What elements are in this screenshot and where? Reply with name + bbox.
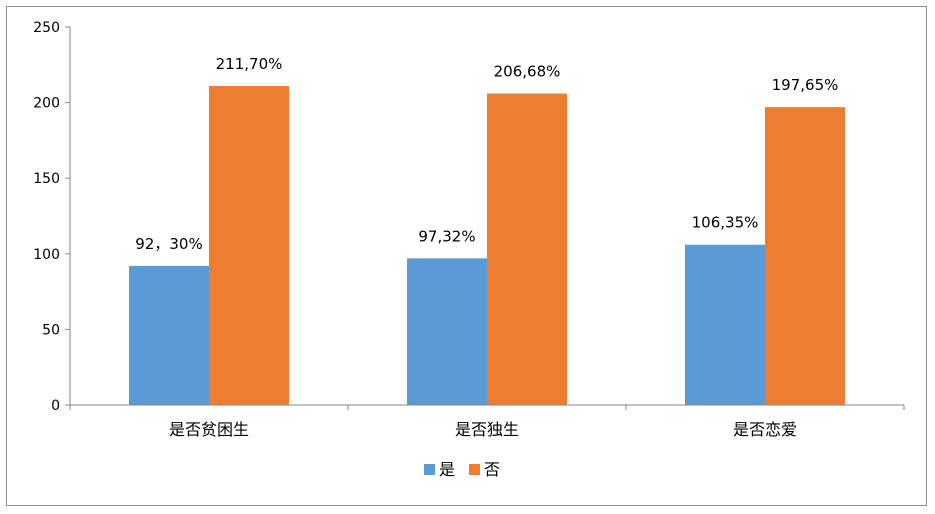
x-category-label: 是否恋爱 [733,420,797,439]
bar-yes [407,258,487,405]
x-axis: 是否贫困生 是否独生 是否恋爱 [69,404,905,439]
bars [129,85,845,406]
x-category-label: 是否独生 [455,420,519,439]
legend-swatch [469,464,480,475]
bar-yes [129,265,209,405]
y-tick-label: 200 [33,96,60,112]
data-label: 106,35% [692,214,759,232]
bar-no [209,85,289,405]
x-category-label: 是否贫困生 [169,420,249,439]
legend: 是否 [424,460,500,479]
y-axis: 0 50 100 150 200 250 [33,20,71,414]
bar-no [487,93,567,405]
y-tick-label: 150 [33,171,60,187]
bar-yes [685,244,765,405]
data-label: 97,32% [418,227,475,245]
bar-no [765,107,845,406]
data-label: 92，30% [135,235,202,253]
data-label: 197,65% [772,76,839,94]
y-tick-label: 250 [33,20,60,36]
legend-swatch [424,464,435,475]
legend-label: 是 [439,460,455,479]
y-tick-label: 0 [51,398,60,414]
y-tick-label: 50 [42,322,60,338]
legend-label: 否 [484,460,500,479]
data-label: 206,68% [494,63,561,81]
data-labels: 92，30% 211,70% 97,32% 206,68% 106,35% 197,65% [135,55,838,253]
data-label: 211,70% [216,55,283,73]
y-tick-label: 100 [33,247,60,263]
